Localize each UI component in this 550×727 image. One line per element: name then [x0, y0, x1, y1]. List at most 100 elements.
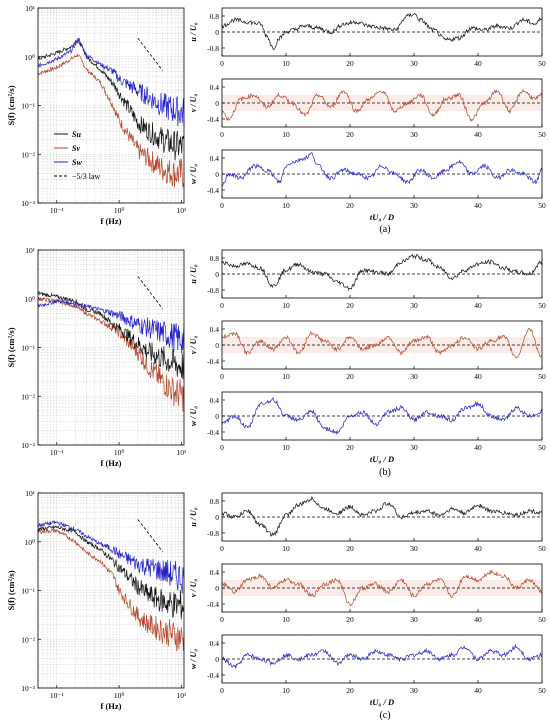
timeseries-v-1: 0.40-0.40 10 20 30 40 50v / U₀: [189, 78, 546, 139]
y-tick-label: -0.4: [207, 671, 219, 680]
x-tick-label: 40: [474, 615, 482, 624]
spectrum-ylabel: S(f) (cm²/s): [6, 85, 16, 125]
y-tick-label: 10⁻³: [21, 199, 35, 208]
spectrum-grid: [37, 8, 184, 204]
x-tick-label: 50: [538, 301, 546, 310]
spectrum-ylabel: S(f) (cm²/s): [6, 327, 16, 367]
x-tick-label: 10¹: [177, 448, 187, 457]
y-tick-label: 0.4: [210, 154, 220, 163]
x-tick-label: 30: [410, 443, 418, 452]
y-tick-label: 10⁰: [24, 53, 35, 62]
x-tick-label: 30: [410, 201, 418, 210]
timeseries-v-3: 0.40-0.40 10 20 30 40 50v / U₀: [189, 563, 546, 624]
signal-line-v: [221, 327, 543, 359]
timeseries-ylabel: v / U₀: [189, 94, 198, 113]
panel-label: (c): [379, 710, 390, 721]
y-tick-label: -0.8: [207, 529, 219, 538]
y-tick-label: 10⁻¹: [21, 344, 35, 353]
x-tick-label: 10: [282, 301, 290, 310]
y-tick-label: 10⁰: [24, 295, 35, 304]
x-tick-label: 10: [282, 201, 290, 210]
x-tick-label: 10: [282, 686, 290, 695]
y-tick-label: 0: [215, 412, 219, 421]
x-tick-label: 10⁻¹: [50, 691, 64, 700]
timeseries-xlabel: tU₀ / D: [370, 697, 394, 707]
x-tick-label: 0: [220, 301, 224, 310]
x-tick-label: 40: [474, 130, 482, 139]
y-tick-label: -0.4: [207, 428, 219, 437]
x-tick-label: 0: [220, 544, 224, 553]
y-tick-label: -0.8: [207, 286, 219, 295]
x-tick-label: 40: [474, 686, 482, 695]
panel-label: (b): [379, 467, 391, 478]
x-tick-label: 40: [474, 544, 482, 553]
timeseries-u-3: 0.80-0.80 10 20 30 40 50u / U₀: [189, 492, 546, 553]
timeseries-ylabel: v / U₀: [189, 336, 198, 355]
spectrum-series-sw: [37, 520, 185, 594]
spectrum-series-sw: [37, 39, 185, 127]
x-tick-label: 10⁰: [114, 691, 125, 700]
spectrum-plot-1: 10⁻³ 10⁻² 10⁻¹ 10⁰ 10¹ 10⁻¹ 10⁰ 10¹ S(f) (cm²/s)…: [6, 4, 186, 226]
x-tick-label: 10: [282, 443, 290, 452]
y-tick-label: 0.4: [210, 83, 220, 92]
y-tick-label: 10¹: [25, 489, 35, 498]
x-tick-label: 10: [282, 372, 290, 381]
spectrum-series-sw: [37, 298, 185, 355]
legend-entry: Su: [72, 130, 81, 139]
signal-line-v: [221, 569, 543, 607]
timeseries-ylabel: w / U₀: [189, 406, 198, 426]
y-tick-label: -0.4: [207, 600, 219, 609]
x-tick-label: 0: [220, 372, 224, 381]
spectrum-grid: [37, 493, 184, 689]
x-tick-label: 50: [538, 544, 546, 553]
y-tick-label: 10⁻³: [21, 441, 35, 450]
x-tick-label: 0: [220, 59, 224, 68]
spectrum-series-sv: [37, 528, 185, 652]
y-tick-label: 0.8: [210, 12, 220, 21]
spectrum-ylabel: S(f) (cm²/s): [6, 570, 16, 610]
timeseries-ylabel: v / U₀: [189, 579, 198, 598]
x-tick-label: 50: [538, 201, 546, 210]
signal-line-w: [221, 152, 543, 187]
y-tick-label: 0: [215, 513, 219, 522]
y-tick-label: 10¹: [25, 246, 35, 255]
x-tick-label: 30: [410, 686, 418, 695]
minus-five-thirds-line: [137, 37, 163, 71]
legend-entry: Sv: [72, 144, 80, 153]
x-tick-label: 30: [410, 615, 418, 624]
x-tick-label: 20: [346, 130, 354, 139]
spectrum-series-su: [37, 290, 185, 380]
x-tick-label: 10⁰: [114, 206, 125, 215]
timeseries-ylabel: u / U₀: [189, 264, 198, 283]
y-tick-label: 10⁻¹: [21, 587, 35, 596]
y-tick-label: 0.4: [210, 325, 220, 334]
y-tick-label: 10⁻³: [21, 684, 35, 693]
minus-five-thirds-line: [137, 519, 163, 552]
y-tick-label: -0.8: [207, 44, 219, 53]
x-tick-label: 10: [282, 615, 290, 624]
spectrum-plot-3: 10⁻³ 10⁻² 10⁻¹ 10⁰ 10¹ 10⁻¹ 10⁰ 10¹ S(f) (cm²/s)…: [6, 489, 186, 711]
x-tick-label: 40: [474, 372, 482, 381]
x-tick-label: 10⁰: [114, 448, 125, 457]
signal-line-w: [221, 643, 543, 669]
x-tick-label: 40: [474, 301, 482, 310]
timeseries-ylabel: w / U₀: [189, 649, 198, 669]
x-tick-label: 0: [220, 443, 224, 452]
x-tick-label: 50: [538, 130, 546, 139]
timeseries-v-2: 0.40-0.40 10 20 30 40 50v / U₀: [189, 320, 546, 381]
y-tick-label: 10⁰: [24, 538, 35, 547]
spectrum-xlabel: f (Hz): [100, 701, 121, 711]
x-tick-label: 20: [346, 301, 354, 310]
y-tick-label: 0: [215, 341, 219, 350]
x-tick-label: 50: [538, 615, 546, 624]
x-tick-label: 30: [410, 59, 418, 68]
y-tick-label: 0.4: [210, 396, 220, 405]
timeseries-xlabel: tU₀ / D: [370, 454, 394, 464]
signal-line-u: [221, 495, 543, 537]
x-tick-label: 10¹: [177, 691, 187, 700]
x-tick-label: 0: [220, 130, 224, 139]
x-tick-label: 50: [538, 443, 546, 452]
y-tick-label: 0.4: [210, 639, 220, 648]
x-tick-label: 10: [282, 544, 290, 553]
